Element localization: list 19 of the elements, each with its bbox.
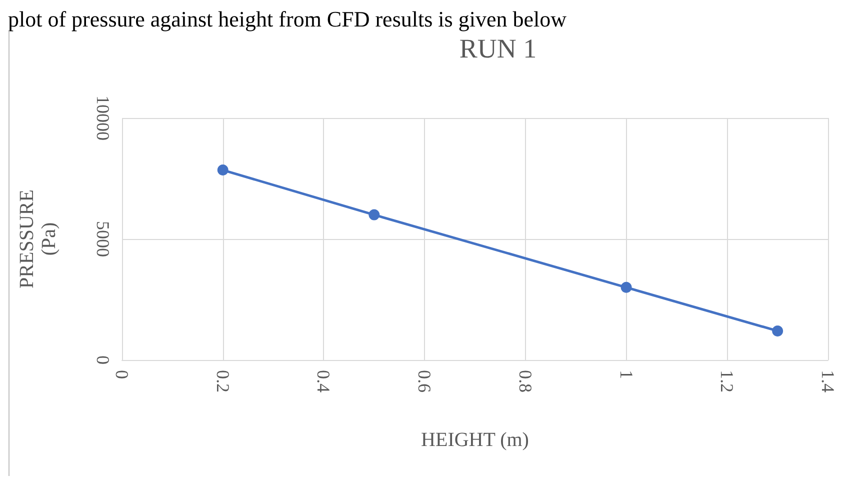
x-tick-label: 0 <box>112 370 132 379</box>
text: plot of pressure against height from CFD results is given below <box>8 6 567 32</box>
x-tick-label: 0.6 <box>414 370 435 392</box>
point <box>772 325 784 336</box>
y-tick-label: 5000 <box>93 221 113 257</box>
x-tick-label: 1 <box>616 370 636 379</box>
x-tick-label: 1.4 <box>818 370 838 392</box>
x-tick-label: 0.8 <box>515 370 536 392</box>
x-tick-label: 0.2 <box>212 370 233 392</box>
y-tick-label: 0 <box>93 356 113 364</box>
x-tick-label: 1.2 <box>717 370 738 392</box>
x-axis-title: HEIGHT (m) <box>421 429 529 451</box>
point <box>620 282 632 293</box>
y-tick-label: 10000 <box>93 96 113 140</box>
point <box>368 209 380 220</box>
point <box>217 164 228 176</box>
chart-title: RUN 1 <box>459 34 537 64</box>
x-tick-label: 0.4 <box>314 370 334 392</box>
y-axis-title: PRESSURE (Pa) <box>16 190 60 288</box>
